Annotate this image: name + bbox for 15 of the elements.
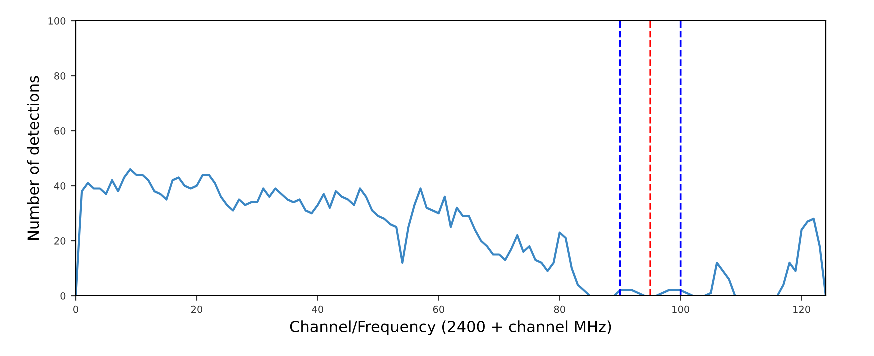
x-tick-label: 40 (312, 306, 324, 314)
x-tick-label: 100 (672, 306, 690, 314)
x-tick-label: 80 (554, 306, 566, 314)
y-tick-label: 20 (54, 237, 66, 245)
y-tick-label: 60 (54, 127, 66, 135)
x-tick-label: 60 (433, 306, 444, 314)
y-tick-label: 40 (54, 182, 66, 190)
x-tick-label: 20 (191, 306, 203, 314)
y-axis-title: Number of detections (27, 76, 40, 240)
y-tick-label: 80 (54, 72, 66, 80)
y-tick-label: 0 (60, 292, 66, 300)
x-axis-title: Channel/Frequency (2400 + channel MHz) (290, 320, 612, 336)
y-tick-label: 100 (48, 17, 66, 25)
x-tick-label: 120 (794, 306, 810, 314)
x-tick-label: 0 (74, 306, 78, 314)
